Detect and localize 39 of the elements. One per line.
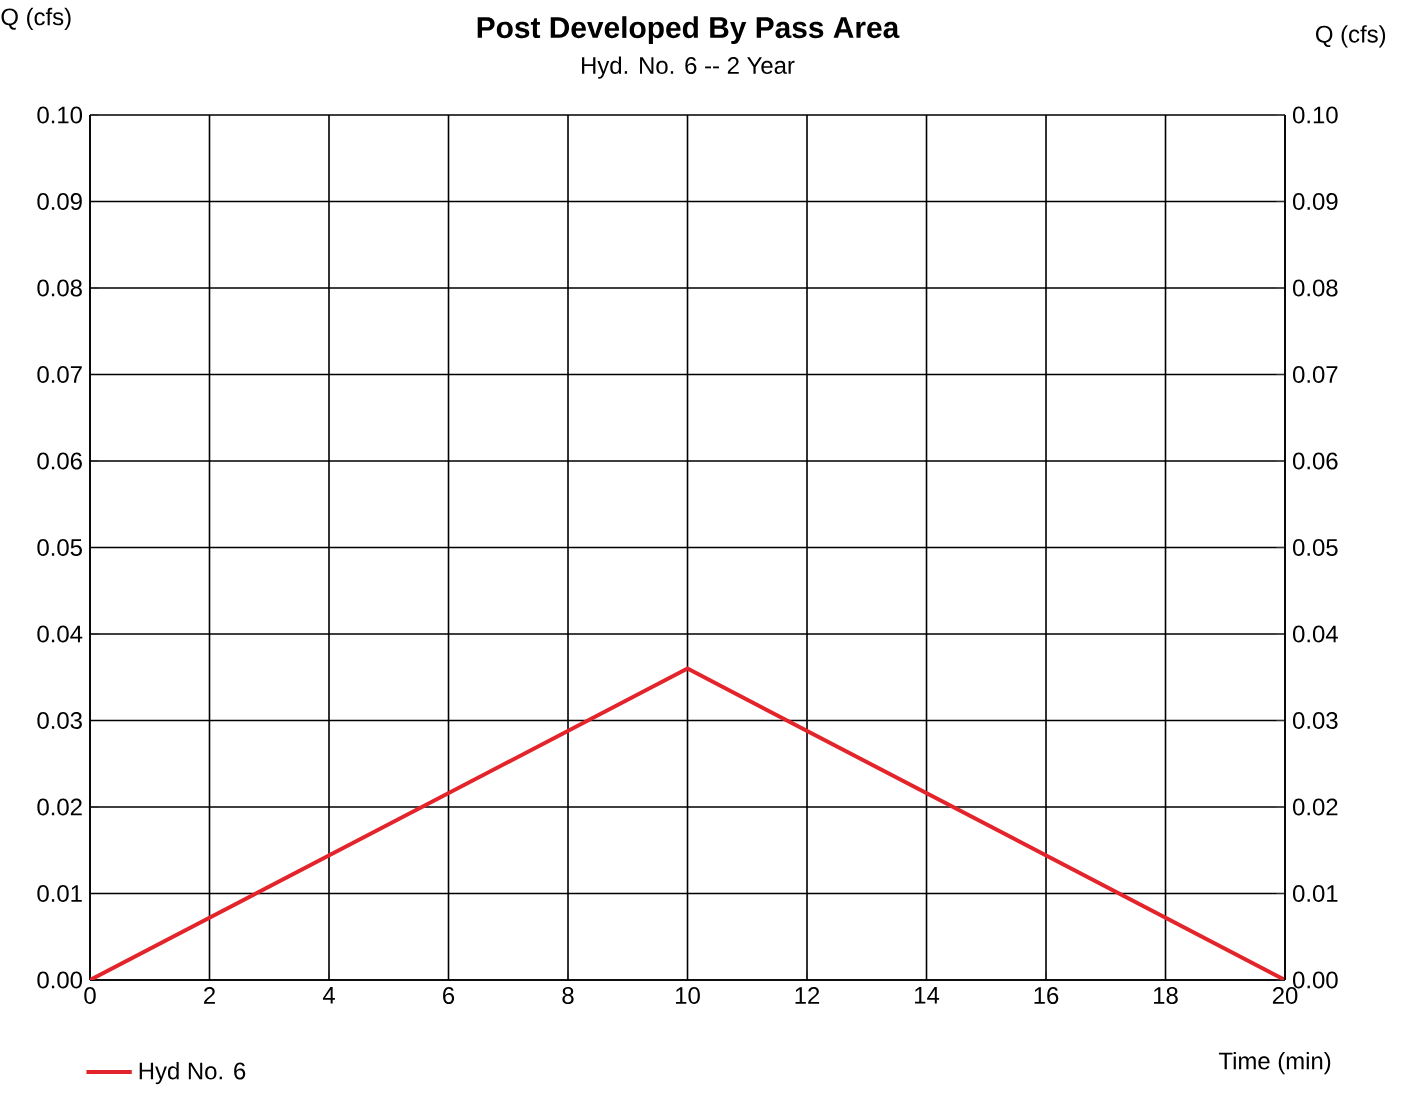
y-tick-label: 0.05 (37, 539, 82, 556)
x-tick-label: 20 (1272, 987, 1298, 1004)
x-tick-label: 6 (443, 987, 455, 1004)
y2-tick-label: 0.04 (1293, 625, 1338, 643)
y2-tick-label: 0.10 (1293, 106, 1338, 124)
y-tick-label: 0.01 (37, 885, 82, 902)
y2-tick-label: 0.08 (1293, 279, 1338, 297)
x-tick-label: 8 (562, 987, 574, 1004)
chart-title: Post Developed By Pass Area (477, 16, 900, 45)
y2-tick-label: 0.09 (1293, 193, 1338, 210)
y-tick-label: 0.04 (37, 625, 83, 643)
y2-tick-label: 0.01 (1293, 885, 1338, 902)
x-tick-label: 2 (204, 987, 215, 1004)
y-tick-label: 0.09 (37, 193, 82, 210)
x-axis-title: Time (min) (1218, 1051, 1331, 1075)
y-tick-label: 0.08 (37, 279, 82, 297)
x-tick-label: 12 (795, 987, 820, 1004)
x-tick-label: 0 (84, 987, 96, 1004)
y-tick-label: 0.10 (37, 106, 83, 124)
y-tick-label: 0.02 (37, 798, 82, 816)
y2-tick-label: 0.07 (1293, 366, 1338, 383)
y2-tick-label: 0.02 (1293, 798, 1338, 816)
x-tick-label: 18 (1154, 987, 1178, 1004)
y-tick-label: 0.06 (37, 452, 82, 470)
y-axis-title: Q (cfs) (1, 7, 71, 31)
x-tick-label: 10 (676, 987, 700, 1004)
x-tick-label: 16 (1034, 987, 1059, 1004)
y-tick-label: 0.03 (37, 712, 82, 729)
y2-axis-title: Q (cfs) (1316, 25, 1386, 48)
x-tick-label: 14 (915, 987, 940, 1004)
chart-subtitle: Hyd. No. 6 -- 2 Year (582, 56, 795, 79)
y2-tick-label: 0.03 (1293, 712, 1338, 729)
y2-tick-label: 0.00 (1293, 971, 1338, 989)
y-tick-label: 0.00 (37, 971, 83, 989)
x-tick-label: 4 (322, 987, 335, 1004)
legend-label: Hyd No. 6 (139, 1061, 246, 1085)
y-tick-label: 0.07 (37, 366, 82, 383)
y2-tick-label: 0.06 (1293, 452, 1338, 470)
y2-tick-label: 0.05 (1293, 539, 1338, 556)
